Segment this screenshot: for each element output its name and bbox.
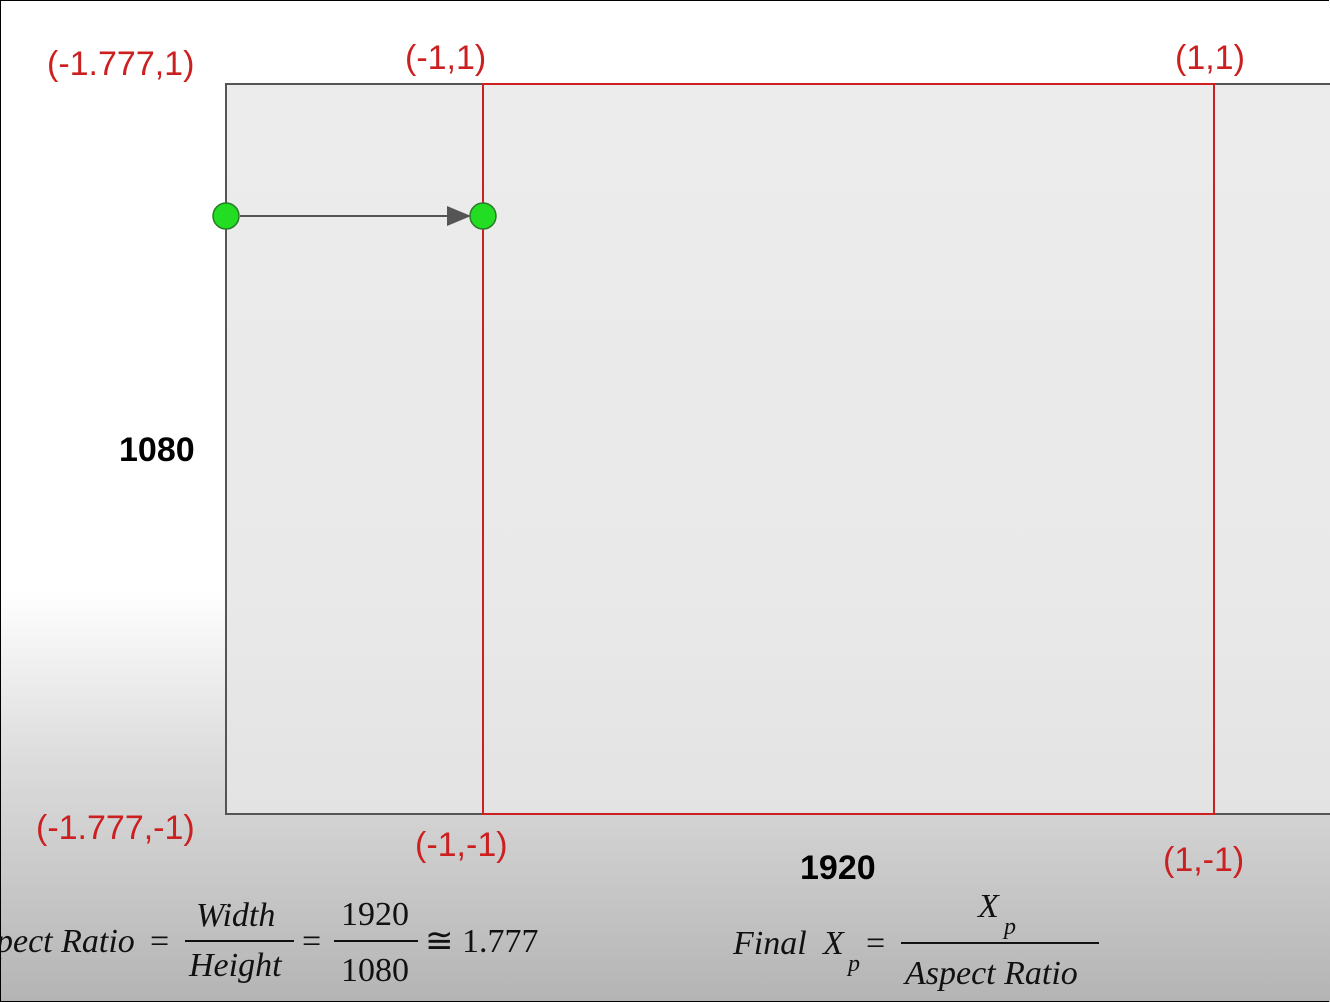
label-inner-bottom-left: (-1,-1)	[415, 826, 508, 864]
label-outer-top-left: (-1.777,1)	[47, 45, 194, 83]
label-inner-top-right: (1,1)	[1175, 39, 1245, 77]
aspect-result: 1.777	[462, 923, 539, 960]
denominator-1080: 1080	[341, 952, 409, 989]
final-xp-formula: Final X p = X p Aspect Ratio	[732, 888, 1099, 992]
final-x-var: X	[821, 925, 845, 962]
target-point	[469, 202, 497, 230]
aspect-ratio-lhs: Aspect Ratio	[0, 923, 135, 960]
height-label: 1080	[119, 431, 195, 469]
label-inner-top-left: (-1,1)	[405, 39, 486, 77]
numerator-1920: 1920	[341, 896, 409, 933]
screen-rect	[225, 83, 1330, 815]
height-denominator: Height	[188, 947, 283, 984]
width-numerator: Width	[196, 897, 275, 934]
source-point	[212, 202, 240, 230]
aspect-eq-1: =	[150, 923, 169, 960]
final-eq: =	[866, 925, 885, 962]
numerator-x-subscript: p	[1002, 914, 1016, 940]
aspect-eq-2: =	[302, 923, 321, 960]
aspect-ratio-formula: Aspect Ratio = Width Height = 1920 1080 …	[0, 896, 539, 989]
numerator-x-var: X	[976, 888, 1000, 925]
final-x-subscript: p	[846, 951, 860, 977]
label-inner-bottom-right: (1,-1)	[1163, 841, 1244, 879]
width-label: 1920	[800, 849, 876, 887]
aspect-ratio-denominator: Aspect Ratio	[903, 955, 1078, 992]
approx-symbol: ≅	[425, 923, 454, 960]
final-word: Final	[732, 925, 807, 962]
label-outer-bottom-left: (-1.777,-1)	[36, 809, 195, 847]
ndc-rect	[482, 83, 1215, 815]
